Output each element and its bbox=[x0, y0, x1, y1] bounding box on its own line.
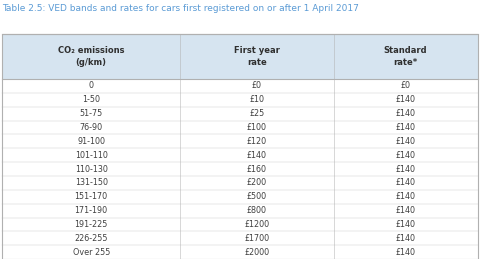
Text: 101-110: 101-110 bbox=[75, 151, 108, 160]
Text: £1200: £1200 bbox=[244, 220, 269, 229]
Text: £140: £140 bbox=[396, 109, 416, 118]
Text: 91-100: 91-100 bbox=[77, 137, 105, 146]
Text: £0: £0 bbox=[401, 81, 410, 90]
Text: 51-75: 51-75 bbox=[80, 109, 103, 118]
Text: 0: 0 bbox=[89, 81, 94, 90]
Text: 171-190: 171-190 bbox=[74, 206, 108, 215]
Text: £200: £200 bbox=[247, 178, 267, 188]
Text: £500: £500 bbox=[247, 192, 267, 201]
Text: Table 2.5: VED bands and rates for cars first registered on or after 1 April 201: Table 2.5: VED bands and rates for cars … bbox=[2, 4, 359, 13]
Text: Standard
rate*: Standard rate* bbox=[384, 46, 427, 67]
Text: £140: £140 bbox=[396, 151, 416, 160]
Text: 151-170: 151-170 bbox=[74, 192, 108, 201]
Text: £140: £140 bbox=[396, 164, 416, 174]
Text: £140: £140 bbox=[396, 137, 416, 146]
Text: 1-50: 1-50 bbox=[82, 95, 100, 104]
Text: £120: £120 bbox=[247, 137, 267, 146]
Text: £160: £160 bbox=[247, 164, 267, 174]
Text: £1700: £1700 bbox=[244, 234, 269, 243]
Text: £100: £100 bbox=[247, 123, 267, 132]
Text: First year
rate: First year rate bbox=[234, 46, 280, 67]
Text: £140: £140 bbox=[396, 95, 416, 104]
Text: Over 255: Over 255 bbox=[72, 248, 110, 257]
Text: CO₂ emissions
(g/km): CO₂ emissions (g/km) bbox=[58, 46, 124, 67]
Text: £140: £140 bbox=[247, 151, 267, 160]
Text: 226-255: 226-255 bbox=[74, 234, 108, 243]
Text: £140: £140 bbox=[396, 248, 416, 257]
Text: £25: £25 bbox=[249, 109, 264, 118]
Text: £2000: £2000 bbox=[244, 248, 269, 257]
Text: £140: £140 bbox=[396, 178, 416, 188]
Text: £140: £140 bbox=[396, 206, 416, 215]
Text: £140: £140 bbox=[396, 220, 416, 229]
Text: £140: £140 bbox=[396, 234, 416, 243]
Bar bbox=[2, 34, 478, 79]
Text: £10: £10 bbox=[249, 95, 264, 104]
Text: £140: £140 bbox=[396, 123, 416, 132]
Text: 110-130: 110-130 bbox=[75, 164, 108, 174]
Text: £140: £140 bbox=[396, 192, 416, 201]
Text: 76-90: 76-90 bbox=[80, 123, 103, 132]
Text: 131-150: 131-150 bbox=[75, 178, 108, 188]
Text: £800: £800 bbox=[247, 206, 267, 215]
Text: £0: £0 bbox=[252, 81, 262, 90]
Text: 191-225: 191-225 bbox=[74, 220, 108, 229]
Bar bbox=[2, 34, 478, 259]
